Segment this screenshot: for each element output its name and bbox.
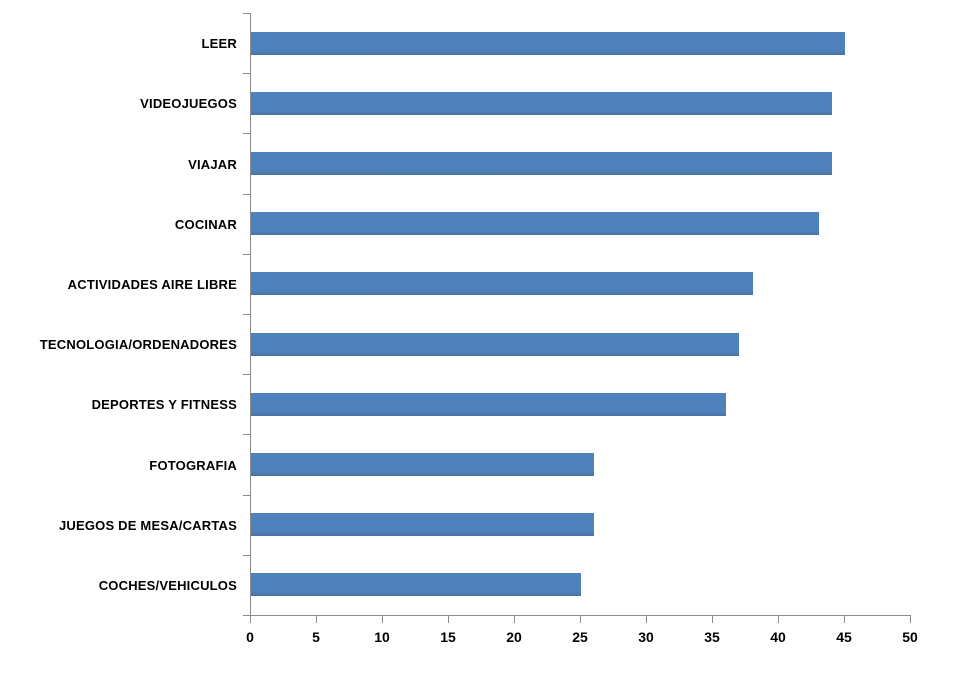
x-axis-tick-label: 20	[506, 629, 522, 645]
y-axis-tick	[243, 253, 250, 255]
x-axis-tick	[250, 616, 251, 623]
x-axis-tick	[910, 616, 911, 623]
y-axis-tick	[243, 494, 250, 496]
category-label: JUEGOS DE MESA/CARTAS	[58, 517, 237, 533]
y-axis-tick	[243, 193, 250, 195]
x-axis-tick-label: 50	[902, 629, 918, 645]
x-axis-tick	[646, 616, 647, 623]
y-axis-tick	[243, 374, 250, 376]
y-axis-tick	[243, 434, 250, 436]
x-axis-tick	[448, 616, 449, 623]
x-axis-tick-label: 30	[638, 629, 654, 645]
x-axis-tick	[382, 616, 383, 623]
y-axis-tick	[243, 554, 250, 556]
plot-area	[250, 13, 911, 616]
category-label: VIDEOJUEGOS	[140, 96, 237, 112]
y-axis-tick	[243, 615, 250, 616]
bar	[251, 272, 753, 296]
x-axis-tick-label: 40	[770, 629, 786, 645]
bar	[251, 31, 845, 55]
bar	[251, 152, 832, 175]
bar	[251, 212, 819, 236]
category-label: ACTIVIDADES AIRE LIBRE	[67, 276, 237, 292]
bar	[251, 513, 595, 537]
x-axis-tick-label: 35	[704, 629, 720, 645]
x-axis-tick-label: 10	[374, 629, 390, 645]
x-axis-tick	[316, 616, 317, 623]
bar	[251, 392, 727, 416]
x-axis-tick	[712, 616, 713, 623]
y-axis-tick	[243, 133, 250, 135]
x-axis-tick-label: 5	[312, 629, 320, 645]
x-axis-tick	[514, 616, 515, 623]
x-axis-tick-label: 25	[572, 629, 588, 645]
x-axis-tick	[580, 616, 581, 623]
bar	[251, 332, 740, 356]
y-axis-tick	[243, 13, 250, 14]
category-label: VIAJAR	[188, 156, 237, 172]
category-label: COCHES/VEHICULOS	[98, 577, 237, 593]
category-label: FOTOGRAFIA	[149, 457, 237, 473]
y-axis-tick	[243, 314, 250, 315]
category-label: TECNOLOGIA/ORDENADORES	[39, 337, 237, 353]
x-axis-tick-label: 45	[836, 629, 852, 645]
bar	[251, 573, 581, 597]
x-axis-tick-label: 15	[440, 629, 456, 645]
x-axis-tick	[844, 616, 845, 623]
category-label: DEPORTES Y FITNESS	[91, 397, 237, 413]
category-label: LEER	[201, 36, 237, 52]
x-axis-tick-label: 0	[246, 629, 254, 645]
x-axis-tick	[778, 616, 779, 623]
category-label: COCINAR	[174, 216, 237, 232]
bar	[251, 453, 595, 476]
y-axis-tick	[243, 73, 250, 75]
bar	[251, 91, 832, 115]
